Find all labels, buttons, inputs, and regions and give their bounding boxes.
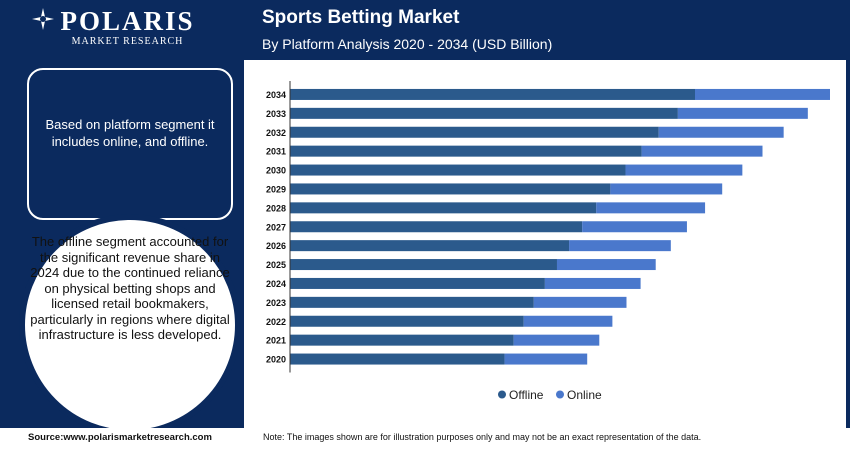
category-label: 2030 bbox=[266, 166, 286, 176]
category-label: 2029 bbox=[266, 184, 286, 194]
category-label: 2023 bbox=[266, 298, 286, 308]
chart-title: Sports Betting Market bbox=[262, 7, 460, 28]
bar-online bbox=[556, 259, 656, 271]
bar-online bbox=[677, 107, 808, 119]
bar-offline bbox=[290, 183, 611, 195]
bar-online bbox=[641, 145, 763, 157]
bar-offline bbox=[290, 221, 583, 233]
category-label: 2024 bbox=[266, 279, 286, 289]
brand-name: POLARIS bbox=[60, 6, 195, 36]
bar-online bbox=[582, 221, 687, 233]
category-label: 2026 bbox=[266, 241, 286, 251]
bar-offline bbox=[290, 353, 505, 365]
category-label: 2027 bbox=[266, 222, 286, 232]
category-label: 2021 bbox=[266, 336, 286, 346]
bar-offline bbox=[290, 107, 678, 119]
bar-online bbox=[513, 334, 600, 346]
bar-offline bbox=[290, 277, 545, 289]
bar-offline bbox=[290, 164, 626, 176]
bar-offline bbox=[290, 126, 659, 138]
chart-area: 2034 2033 2032 2031 2030 2029 2028 2027 2026 2025… bbox=[244, 60, 846, 428]
category-label: 2028 bbox=[266, 203, 286, 213]
bar-online bbox=[625, 164, 743, 176]
legend-marker-online bbox=[556, 390, 564, 399]
bar-offline bbox=[290, 315, 524, 327]
bar-chart: 2034 2033 2032 2031 2030 2029 2028 2027 2026 2025… bbox=[266, 81, 830, 402]
category-label: 2033 bbox=[266, 109, 286, 119]
bar-offline bbox=[290, 88, 695, 100]
bar-offline bbox=[290, 259, 557, 271]
bar-online bbox=[523, 315, 613, 327]
bar-online bbox=[658, 126, 784, 138]
brand-logo: POLARIS MARKET RESEARCH bbox=[20, 6, 235, 48]
footer-bar bbox=[0, 428, 850, 450]
disclaimer-note: Note: The images shown are for illustrat… bbox=[263, 432, 702, 442]
category-label: 2034 bbox=[266, 90, 286, 100]
source-text: Source:www.polarismarketresearch.com bbox=[28, 432, 212, 443]
bar-offline bbox=[290, 240, 570, 252]
category-label: 2025 bbox=[266, 260, 286, 270]
segment-info-text: Based on platform segment it includes on… bbox=[45, 117, 215, 149]
legend-label-online: Online bbox=[567, 388, 602, 402]
category-label: 2031 bbox=[266, 147, 286, 157]
bar-offline bbox=[290, 296, 534, 308]
category-label: 2020 bbox=[266, 355, 286, 365]
bar-offline bbox=[290, 334, 514, 346]
bar-online bbox=[596, 202, 706, 214]
bar-online bbox=[695, 88, 830, 100]
bar-online bbox=[533, 296, 627, 308]
category-label: 2032 bbox=[266, 128, 286, 138]
bar-online bbox=[610, 183, 723, 195]
chart-subtitle: By Platform Analysis 2020 - 2034 (USD Bi… bbox=[262, 36, 553, 52]
bar-offline bbox=[290, 202, 597, 214]
bar-online bbox=[569, 240, 671, 252]
category-label: 2022 bbox=[266, 317, 286, 327]
bar-offline bbox=[290, 145, 642, 157]
highlight-text: The offline segment accounted for the si… bbox=[30, 234, 230, 342]
bar-online bbox=[544, 277, 641, 289]
legend-marker-offline bbox=[498, 390, 506, 399]
compass-star-icon bbox=[32, 8, 54, 30]
brand-tagline: MARKET RESEARCH bbox=[71, 36, 184, 47]
legend-label-offline: Offline bbox=[509, 388, 544, 402]
bar-online bbox=[504, 353, 588, 365]
segment-info-box: Based on platform segment it includes on… bbox=[27, 68, 233, 220]
